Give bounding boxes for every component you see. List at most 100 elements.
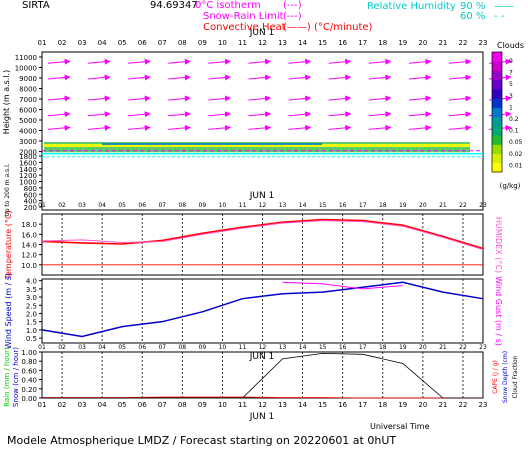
hour-tick-mid: 02 <box>58 202 66 209</box>
hour-tick-mid: 16 <box>339 202 347 209</box>
convective-legend-icon: (——) <box>283 22 311 33</box>
temp-ytick-label: 12.0 <box>21 252 37 260</box>
wind-arrow <box>168 58 191 65</box>
wind-arrow <box>368 95 392 102</box>
wind-arrow <box>408 58 432 65</box>
wind-arrow <box>208 74 231 81</box>
rain-ylabel: Rain (mm / hour) <box>3 347 11 407</box>
wind-arrow <box>248 95 272 102</box>
gust-ylabel: Wind Gust (m / s) <box>494 276 503 346</box>
hour-tick-mid: 14 <box>299 202 307 209</box>
wind-arrow <box>208 95 231 102</box>
hour-tick-low: 10 <box>219 344 227 351</box>
rh-60-icon: - - <box>494 11 505 22</box>
hour-tick-bottom: 22 <box>458 401 467 409</box>
wind-arrow <box>208 124 231 131</box>
wind-arrow <box>448 124 472 131</box>
colorbar-swatch <box>492 144 502 155</box>
colorbar-unit: (g/kg) <box>500 182 521 190</box>
wind-arrow <box>88 58 111 65</box>
cloud-ytick-label: 7000 <box>19 96 37 104</box>
wind-arrow <box>328 58 352 65</box>
hour-tick-mid: 01 <box>38 202 46 209</box>
cloud-ytick-label: 10000 <box>15 64 37 72</box>
hour-tick-low: 20 <box>419 344 427 351</box>
hour-tick-top: 02 <box>58 39 67 47</box>
hour-tick-mid: 20 <box>419 202 427 209</box>
precip-series-line <box>42 396 483 399</box>
colorbar-swatch <box>492 107 502 118</box>
hour-tick-bottom: 16 <box>338 401 347 409</box>
hour-tick-mid: 17 <box>359 202 367 209</box>
hour-tick-low: 05 <box>118 344 126 351</box>
date-label-mid: JUN 1 <box>249 191 275 201</box>
wind-arrow <box>448 74 472 81</box>
snow-depth-ylabel: Snow Depth (cm) <box>502 351 509 403</box>
coords-label: 94.69347 <box>150 0 198 11</box>
wind-arrow <box>408 74 432 81</box>
hour-tick-mid: 12 <box>259 202 267 209</box>
wind-arrow <box>288 124 312 131</box>
wind-arrow <box>448 111 472 118</box>
cloud-ytick-label: 600 <box>24 191 37 199</box>
hour-tick-bottom: 03 <box>78 401 87 409</box>
colorbar-swatch <box>492 153 502 164</box>
wind-arrow <box>128 124 151 131</box>
hour-tick-top: 13 <box>278 39 287 47</box>
hour-tick-bottom: 11 <box>238 401 247 409</box>
rh-90-label: 90 % <box>460 1 485 12</box>
hour-tick-low: 08 <box>178 344 186 351</box>
precip-ytick-label: 0.20 <box>21 386 37 394</box>
hour-tick-low: 09 <box>199 344 207 351</box>
hour-tick-bottom: 10 <box>218 401 227 409</box>
hour-tick-bottom: 05 <box>118 401 127 409</box>
colorbar-tick-label: 0.01 <box>509 162 523 169</box>
wind-arrow <box>47 58 71 65</box>
colorbar-swatch <box>492 116 502 127</box>
hour-tick-mid: 21 <box>439 202 447 209</box>
wind-arrow <box>328 124 352 131</box>
wind-ytick-label: 2.0 <box>26 310 37 318</box>
hour-tick-mid: 09 <box>199 202 207 209</box>
colorbar-swatch <box>492 52 502 62</box>
hour-tick-top: 03 <box>78 39 87 47</box>
colorbar-frame <box>491 51 503 173</box>
hour-tick-bottom: 21 <box>438 401 447 409</box>
wind-arrow <box>248 58 272 65</box>
wind-arrow <box>408 95 432 102</box>
hour-tick-low: 14 <box>299 344 307 351</box>
hour-tick-low: 01 <box>38 344 46 351</box>
cloud-ytick-label: 1600 <box>19 159 37 167</box>
wind-arrow <box>368 74 392 81</box>
temp-ytick-label: 10.0 <box>21 262 37 270</box>
wind-arrow <box>168 124 191 131</box>
wind-arrow <box>448 95 472 102</box>
hour-tick-low: 18 <box>379 344 387 351</box>
hour-tick-low: 15 <box>319 344 327 351</box>
colorbar-tick-label: 0.05 <box>509 139 523 146</box>
hour-tick-bottom: 19 <box>398 401 407 409</box>
humidex-ylabel: HUMIDEX (°C) <box>494 217 503 273</box>
precip-ytick-label: 0.40 <box>21 377 37 385</box>
wind-ytick-label: 0.5 <box>26 335 37 343</box>
cloud-ytick-label: 800 <box>24 185 37 193</box>
hour-tick-mid: 05 <box>118 202 126 209</box>
colorbar-swatch <box>492 162 502 173</box>
precip-ytick-label: 0.00 <box>21 395 37 403</box>
hour-tick-bottom: 23 <box>479 401 488 409</box>
cloud-ytick-label: 3000 <box>19 138 37 146</box>
wind-ytick-label: 3.5 <box>26 286 37 294</box>
hour-tick-low: 06 <box>138 344 146 351</box>
wind-arrow <box>248 111 272 118</box>
wind-arrow <box>128 58 151 65</box>
date-label-top: JUN 1 <box>249 28 275 38</box>
hour-tick-top: 21 <box>438 39 447 47</box>
colorbar-swatch <box>492 61 502 71</box>
hour-tick-mid: 23 <box>479 202 487 209</box>
convective-unit: (°C/minute) <box>314 22 373 33</box>
colorbar-title: Clouds <box>497 41 524 50</box>
hour-tick-low: 21 <box>439 344 447 351</box>
wind-arrow <box>368 111 392 118</box>
cloud-layer <box>44 142 470 153</box>
